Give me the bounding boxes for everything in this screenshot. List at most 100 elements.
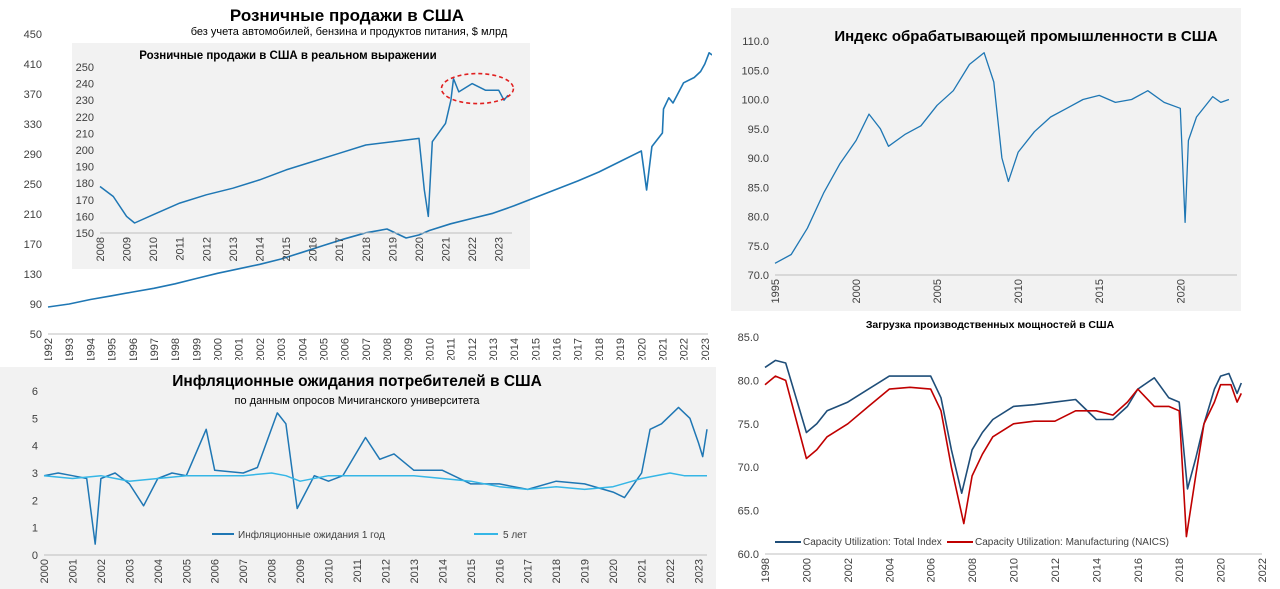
legend-manufacturing: Capacity Utilization: Manufacturing (NAI… <box>975 537 1169 548</box>
industry-xtick: 2000 <box>851 279 863 303</box>
retail_real-xtick: 2016 <box>308 237 320 261</box>
retail-xtick: 2020 <box>636 338 648 360</box>
retail-xtick: 2022 <box>679 338 691 360</box>
retail-ytick: 410 <box>24 59 42 71</box>
inflation-xtick: 2007 <box>238 559 250 583</box>
retail_real-xtick: 2008 <box>95 237 107 261</box>
retail_real-xtick: 2021 <box>441 237 453 261</box>
inflation-ytick: 6 <box>32 386 38 398</box>
industry-ytick: 70.0 <box>748 270 769 282</box>
capacity-xtick: 2006 <box>926 558 938 582</box>
inflation-xtick: 2019 <box>580 559 592 583</box>
inflation-xtick: 2017 <box>523 559 535 583</box>
inflation-xtick: 2006 <box>210 559 222 583</box>
capacity-xtick: 2002 <box>843 558 855 582</box>
retail_real-xtick: 2012 <box>201 237 213 261</box>
inflation-ytick: 0 <box>32 550 38 562</box>
retail_real-xtick: 2013 <box>228 237 240 261</box>
retail-xtick: 2016 <box>552 338 564 360</box>
inflation-xtick: 2010 <box>324 559 336 583</box>
retail-title: Розничные продажи в США <box>230 6 464 25</box>
inflation-xtick: 2014 <box>437 559 449 583</box>
inflation-xtick: 2023 <box>693 559 705 583</box>
inflation-legend: Инфляционные ожидания 1 год 5 лет <box>212 529 527 541</box>
industry-title: Индекс обрабатывающей промышленности в С… <box>834 28 1218 45</box>
retail_real-ytick: 210 <box>76 128 94 140</box>
retail_real-ytick: 150 <box>76 228 94 240</box>
capacity-series-0-line <box>764 359 1243 494</box>
inflation-xtick: 2021 <box>637 559 649 583</box>
retail_real-xtick: 2022 <box>467 237 479 261</box>
inflation-xtick: 2012 <box>380 559 392 583</box>
capacity-xtick: 2022 <box>1257 558 1269 582</box>
industry-ytick: 75.0 <box>748 241 769 253</box>
retail-xtick: 1994 <box>85 338 97 360</box>
capacity-title: Загрузка производственных мощностей в СШ… <box>866 319 1115 331</box>
retail_real-xtick: 2009 <box>122 237 134 261</box>
capacity-xtick: 2008 <box>967 558 979 582</box>
inflation-xtick: 2018 <box>551 559 563 583</box>
inflation-ytick: 3 <box>32 468 38 480</box>
inflation-xtick: 2020 <box>608 559 620 583</box>
capacity-ytick: 60.0 <box>738 549 759 561</box>
retail-xtick: 2014 <box>509 338 521 360</box>
retail-xtick: 1997 <box>149 338 161 360</box>
retail-xtick: 1992 <box>43 338 55 360</box>
retail_real-ytick: 250 <box>76 62 94 74</box>
capacity-xtick: 2010 <box>1009 558 1021 582</box>
retail-xtick: 2023 <box>700 338 712 360</box>
retail-ytick: 170 <box>24 239 42 251</box>
retail-ytick: 250 <box>24 179 42 191</box>
industry-xtick: 2005 <box>932 279 944 303</box>
retail-subtitle: без учета автомобилей, бензина и продукт… <box>191 26 508 38</box>
retail-xtick: 2003 <box>276 338 288 360</box>
inflation-subtitle: по данным опросов Мичиганского университ… <box>235 395 481 407</box>
retail-xtick: 1995 <box>107 338 119 360</box>
retail_real-ytick: 230 <box>76 95 94 107</box>
inflation-ytick: 5 <box>32 413 38 425</box>
retail-xtick: 1999 <box>191 338 203 360</box>
capacity-ytick: 70.0 <box>738 462 759 474</box>
retail-xtick: 1998 <box>170 338 182 360</box>
retail-xtick: 2005 <box>318 338 330 360</box>
capacity-xtick: 2012 <box>1050 558 1062 582</box>
retail-series-0-line <box>47 51 712 308</box>
industry-panel <box>731 8 1241 311</box>
inflation-ytick: 4 <box>32 441 38 453</box>
capacity-xtick: 2000 <box>801 558 813 582</box>
retail-xtick: 2001 <box>234 338 246 360</box>
industry-xtick: 2015 <box>1094 279 1106 303</box>
retail_real-ytick: 170 <box>76 195 94 207</box>
retail-xtick: 2007 <box>361 338 373 360</box>
industry-series-0-line <box>774 52 1230 264</box>
retail_real-xtick: 2015 <box>281 237 293 261</box>
retail-ytick: 130 <box>24 269 42 281</box>
legend-5y: 5 лет <box>503 530 527 541</box>
inflation-ytick: 2 <box>32 495 38 507</box>
retail_real-xtick: 2020 <box>414 237 426 261</box>
inflation-title: Инфляционные ожидания потребителей в США <box>172 373 542 390</box>
inflation-series-1-line <box>43 472 707 491</box>
retail-xtick: 2002 <box>255 338 267 360</box>
retail-sales-chart: Розничные продажи в США без учета автомо… <box>24 6 712 360</box>
highlight-ellipse <box>440 72 515 105</box>
industry-ytick: 105.0 <box>741 65 769 77</box>
inset-panel <box>72 43 530 269</box>
capacity-ytick: 85.0 <box>738 332 759 344</box>
retail-xtick: 1996 <box>128 338 140 360</box>
inflation-xtick: 2016 <box>494 559 506 583</box>
retail_real-ytick: 190 <box>76 162 94 174</box>
industry-ytick: 95.0 <box>748 124 769 136</box>
industry-xtick: 2020 <box>1175 279 1187 303</box>
inflation-chart: Инфляционные ожидания потребителей в США… <box>0 367 716 589</box>
retail-xtick: 2017 <box>573 338 585 360</box>
legend-1y: Инфляционные ожидания 1 год <box>238 529 385 541</box>
inflation-series-0-line <box>43 406 708 545</box>
retail_real-xtick: 2019 <box>387 237 399 261</box>
retail_real-xtick: 2023 <box>494 237 506 261</box>
industry-ytick: 100.0 <box>741 95 769 107</box>
inflation-xtick: 2013 <box>409 559 421 583</box>
retail-ytick: 50 <box>30 329 42 341</box>
retail-ytick: 210 <box>24 209 42 221</box>
inflation-xtick: 2002 <box>96 559 108 583</box>
